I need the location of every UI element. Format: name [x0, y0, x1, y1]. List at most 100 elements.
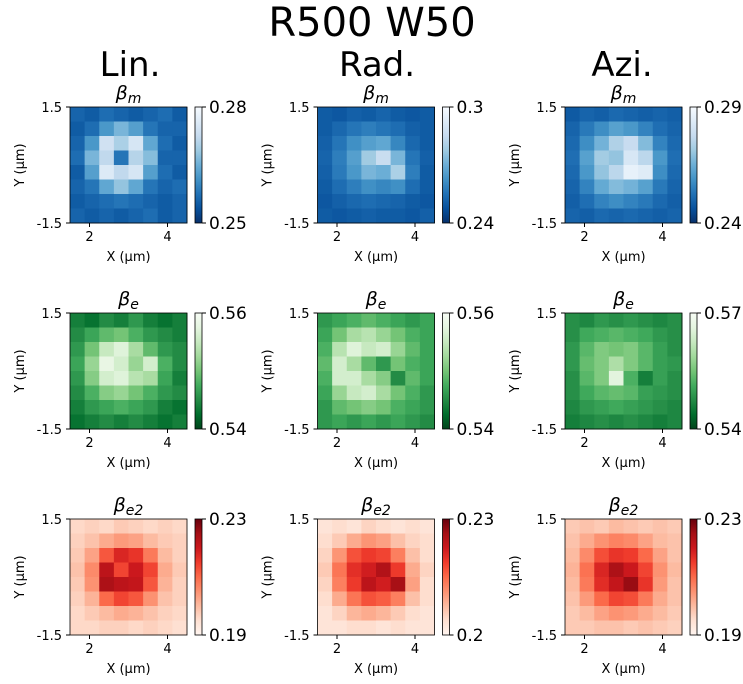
title-subscript: m — [623, 91, 637, 107]
heatmap-cell — [99, 165, 115, 180]
heatmap-cell — [70, 400, 86, 415]
heatmap-cell — [608, 342, 624, 357]
heatmap-cell — [608, 371, 624, 386]
colorbar-tick-label: 0.54 — [209, 420, 247, 440]
heatmap-cell — [361, 208, 377, 224]
heatmap-cell — [157, 562, 173, 578]
heatmap-cell — [361, 107, 377, 122]
heatmap-cell — [113, 400, 129, 415]
heatmap-cell — [405, 606, 421, 621]
heatmap-cell — [99, 313, 115, 328]
heatmap-cell — [157, 313, 173, 328]
heatmap-cell — [390, 121, 406, 137]
heatmap-cell — [113, 165, 129, 180]
heatmap-cell — [70, 165, 86, 180]
heatmap-cell — [608, 121, 624, 137]
heatmap-cell — [565, 356, 581, 372]
heatmap-cell — [346, 414, 362, 430]
colorbar — [442, 106, 450, 224]
heatmap-cell — [579, 606, 595, 621]
heatmap-cell — [157, 533, 173, 549]
x-tick-label: 4 — [658, 230, 666, 245]
heatmap-cell — [376, 548, 392, 563]
y-axis-label: Y (μm) — [13, 555, 28, 599]
x-tick-label: 2 — [333, 230, 341, 245]
heatmap-cell — [332, 136, 348, 151]
heatmap-cell — [667, 165, 683, 180]
heatmap-cell — [84, 414, 100, 430]
heatmap-cell — [565, 107, 581, 122]
colorbar-tick-label: 0.54 — [704, 420, 742, 440]
heatmap-cell — [579, 313, 595, 328]
heatmap-cell — [113, 414, 129, 430]
x-tick-label: 4 — [411, 436, 419, 451]
heatmap-cell — [99, 414, 115, 430]
heatmap-cell — [405, 179, 421, 195]
x-axis-label: X (μm) — [601, 456, 645, 471]
heatmap-cell — [84, 400, 100, 415]
heatmap-cell — [143, 548, 159, 563]
heatmap-cell — [332, 533, 348, 549]
heatmap-cell — [594, 327, 610, 343]
heatmap-cell — [128, 400, 144, 415]
heatmap-cell — [332, 121, 348, 137]
colorbar-tick-label: 0.56 — [457, 304, 495, 324]
heatmap-cell — [99, 620, 115, 636]
heatmap-cell — [623, 606, 639, 621]
heatmap-cell — [376, 107, 392, 122]
heatmap-cell — [565, 577, 581, 592]
heatmap-cell — [594, 179, 610, 195]
heatmap-cell — [565, 620, 581, 636]
heatmap-cell — [317, 606, 333, 621]
heatmap-cell — [113, 356, 129, 372]
heatmap-cell — [419, 313, 435, 328]
heatmap-cell — [405, 342, 421, 357]
heatmap-cell — [579, 371, 595, 386]
heatmap-cell — [405, 519, 421, 534]
heatmap-cell — [361, 414, 377, 430]
heatmap-cell — [608, 385, 624, 401]
panel-title: βe2 — [360, 494, 391, 519]
heatmap-cell — [84, 313, 100, 328]
heatmap-cell — [405, 533, 421, 549]
heatmap-cell — [84, 121, 100, 137]
heatmap-cell — [623, 385, 639, 401]
heatmap-cell — [70, 342, 86, 357]
panel-title: βm — [115, 82, 142, 107]
heatmap-cell — [376, 606, 392, 621]
heatmap-cell — [113, 620, 129, 636]
heatmap-cell — [390, 208, 406, 224]
heatmap-cell — [608, 606, 624, 621]
title-subscript: e2 — [373, 503, 391, 519]
heatmap-cell — [361, 400, 377, 415]
heatmap-cell — [579, 342, 595, 357]
heatmap-cell — [143, 414, 159, 430]
heatmap-cell — [623, 591, 639, 607]
heatmap-cell — [565, 327, 581, 343]
y-tick-label: -1.5 — [37, 423, 62, 438]
heatmap-cell — [113, 136, 129, 151]
heatmap-cell — [128, 548, 144, 563]
heatmap-cell — [623, 150, 639, 166]
heatmap-cell — [172, 356, 188, 372]
heatmap-cell — [346, 385, 362, 401]
heatmap-cell — [172, 194, 188, 209]
heatmap-cell — [579, 136, 595, 151]
heatmap-cell — [579, 194, 595, 209]
plot-frame — [69, 518, 188, 636]
column-header: Lin. — [100, 45, 161, 85]
heatmap-cell — [70, 519, 86, 534]
heatmap-cell — [608, 533, 624, 549]
heatmap-cell — [376, 577, 392, 592]
heatmap-cell — [84, 533, 100, 549]
heatmap-cell — [143, 136, 159, 151]
heatmap-cell — [84, 356, 100, 372]
heatmap-cell — [128, 136, 144, 151]
heatmap-cell — [652, 414, 668, 430]
heatmap-cell — [172, 400, 188, 415]
heatmap-cell — [667, 136, 683, 151]
heatmap-cell — [332, 620, 348, 636]
title-symbol: β — [612, 288, 625, 310]
heatmap-cell — [405, 107, 421, 122]
heatmap-cell — [346, 179, 362, 195]
